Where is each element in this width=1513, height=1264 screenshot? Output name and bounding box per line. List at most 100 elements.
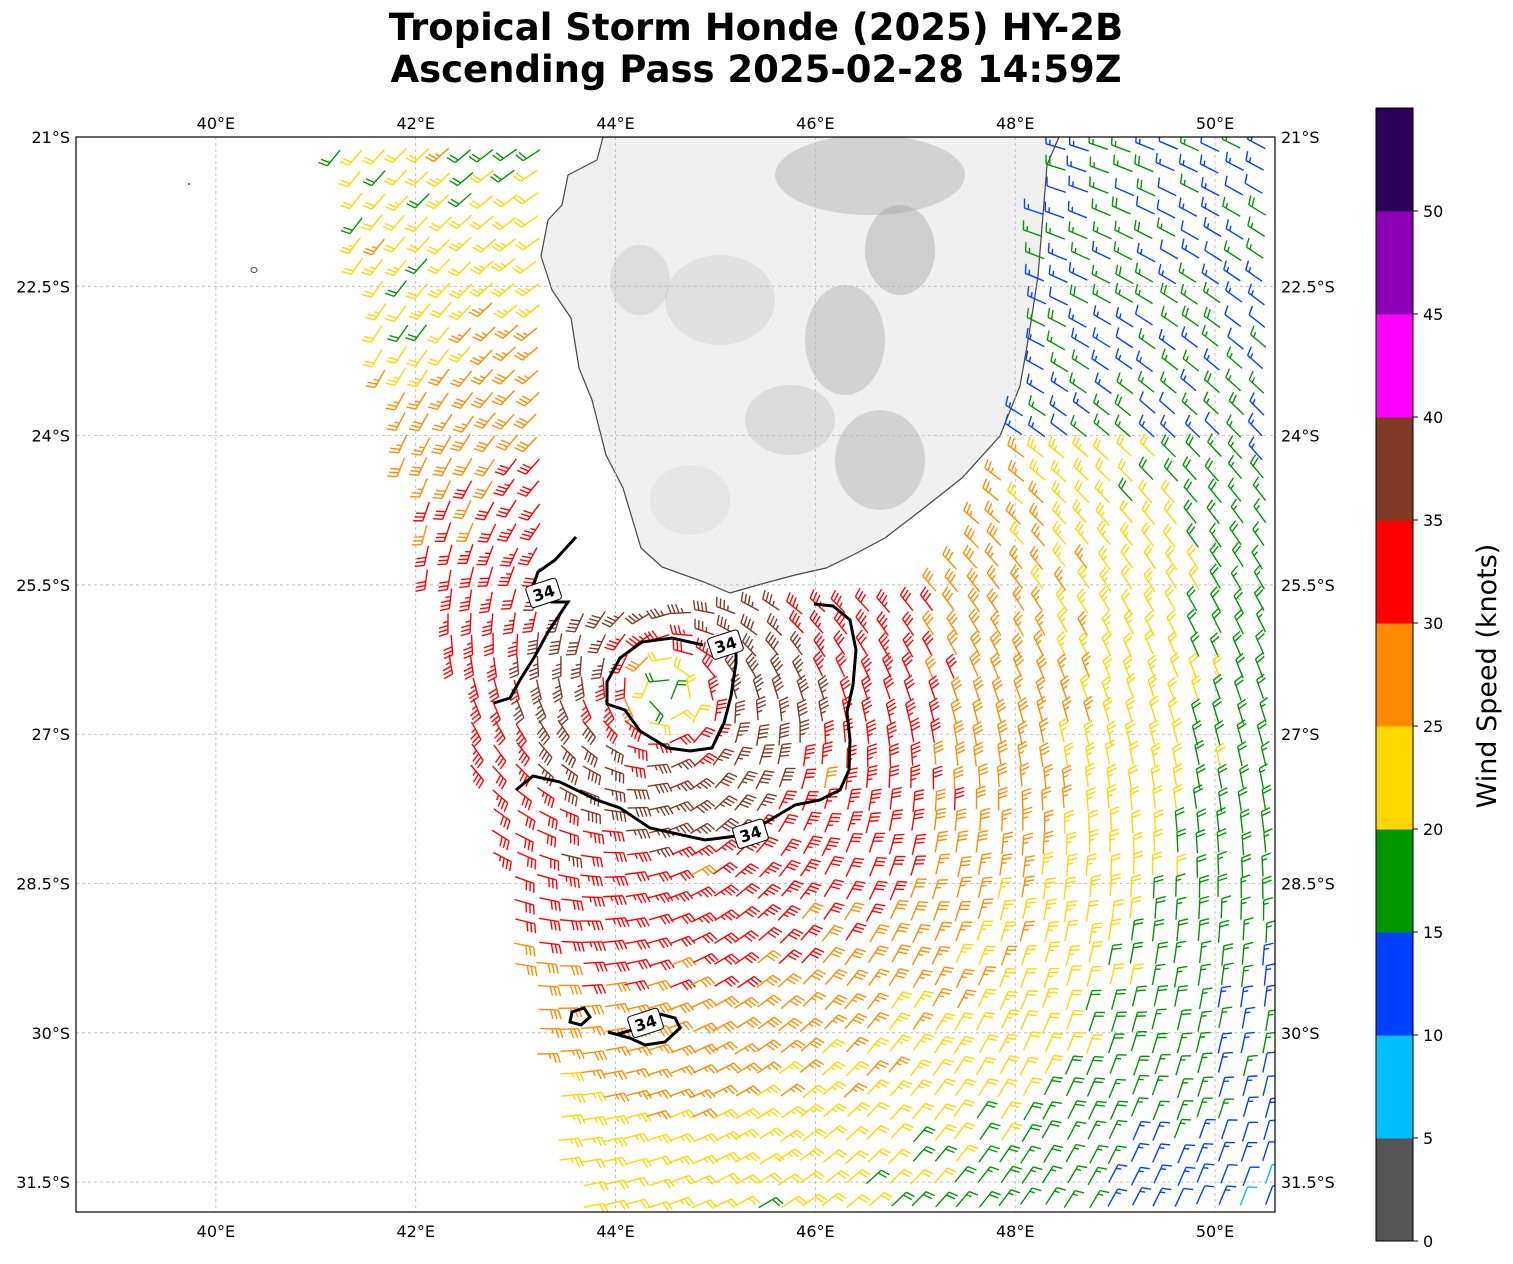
wind-barb: [1239, 808, 1250, 834]
wind-barb-feather: [1031, 401, 1035, 407]
wind-barb-feather: [1130, 789, 1140, 795]
wind-barb: [415, 569, 429, 592]
wind-barb-feather: [948, 613, 956, 622]
wind-barb-feather: [1114, 283, 1119, 293]
wind-barb-feather: [1068, 221, 1071, 231]
wind-barb-feather: [570, 675, 580, 680]
wind-barb: [1138, 479, 1153, 504]
wind-barb: [516, 742, 530, 767]
wind-barb-staff: [734, 703, 737, 724]
wind-barb-staff: [1217, 854, 1220, 875]
wind-barb-feather: [518, 516, 528, 521]
wind-barb: [382, 214, 405, 231]
wind-barb-feather: [495, 152, 505, 159]
wind-barb: [1225, 219, 1244, 240]
wind-barb: [413, 501, 431, 522]
wind-barb-feather: [946, 592, 954, 602]
wind-barb: [1056, 607, 1068, 633]
wind-barb-feather: [1039, 742, 1049, 748]
wind-barb: [1247, 412, 1263, 437]
wind-barb-feather: [518, 309, 528, 316]
wind-barb: [500, 589, 517, 610]
wind-barb-feather: [1203, 370, 1209, 380]
wind-barb-feather: [744, 593, 748, 604]
wind-barb-feather: [972, 675, 982, 683]
wind-barb-feather: [500, 780, 507, 790]
wind-barb-feather: [370, 266, 376, 270]
wind-barb-feather: [773, 660, 782, 669]
wind-barb-feather: [575, 921, 579, 931]
wind-barb-feather: [576, 942, 581, 952]
wind-barb: [979, 807, 991, 831]
wind-barb-feather: [1014, 574, 1020, 580]
wind-barb-feather: [593, 758, 598, 768]
wind-barb-feather: [883, 624, 888, 630]
wind-barb-feather: [529, 946, 532, 956]
wind-barb: [559, 965, 584, 976]
wind-barb-feather: [521, 555, 532, 559]
wind-barb-feather: [834, 879, 845, 883]
wind-barb-feather: [385, 407, 396, 411]
wind-barb-feather: [1246, 346, 1252, 356]
wind-barb-feather: [724, 888, 733, 896]
wind-barb-feather: [1203, 216, 1207, 227]
wind-barb-feather: [1114, 178, 1117, 188]
wind-barb: [910, 741, 921, 766]
wind-barb-feather: [471, 713, 480, 721]
wind-barb-feather: [668, 959, 675, 969]
wind-barb: [1191, 720, 1202, 746]
wind-barb-feather: [361, 339, 372, 343]
wind-barb: [1180, 220, 1200, 241]
wind-barb-feather: [700, 804, 709, 812]
wind-barb-feather: [678, 893, 686, 903]
wind-barb-feather: [404, 180, 414, 187]
wind-barb-feather: [637, 789, 642, 800]
wind-barb-feather: [814, 902, 824, 908]
wind-barb-feather: [1075, 437, 1080, 447]
wind-barb: [362, 280, 384, 298]
wind-barb-feather: [811, 927, 821, 933]
wind-barb-feather: [930, 717, 940, 724]
wind-barb-feather: [1186, 481, 1193, 491]
wind-barb-feather: [1072, 434, 1077, 444]
wind-barb-feather: [480, 602, 491, 606]
wind-barb: [1209, 522, 1222, 548]
wind-barb-feather: [1154, 918, 1165, 923]
wind-barb-feather: [998, 723, 1008, 730]
wind-barb-feather: [906, 617, 914, 627]
wind-barb-feather: [1211, 635, 1220, 644]
wind-barb-feather: [1056, 607, 1065, 616]
wind-barb-feather: [628, 615, 637, 623]
wind-barb-feather: [385, 292, 395, 298]
wind-barb: [473, 412, 496, 429]
wind-barb-feather: [1133, 220, 1137, 230]
wind-barb: [972, 675, 984, 702]
wind-barb: [1004, 414, 1023, 436]
wind-barb-feather: [637, 960, 644, 970]
wind-barb-feather: [493, 492, 503, 497]
wind-barb-feather: [1176, 873, 1186, 878]
wind-barb-feather: [683, 824, 691, 833]
wind-barb-feather: [1237, 741, 1247, 748]
wind-barb-feather: [636, 872, 642, 882]
wind-barb: [1019, 762, 1030, 787]
wind-barb-feather: [1103, 576, 1109, 582]
wind-barb-feather: [1223, 240, 1228, 250]
wind-barb-feather: [1167, 676, 1176, 684]
wind-barb-feather: [1036, 695, 1046, 703]
wind-barb-feather: [828, 766, 838, 770]
wind-barb-feather: [1167, 567, 1175, 576]
wind-barb-feather: [820, 645, 825, 651]
wind-barb: [1147, 673, 1158, 700]
wind-barb-feather: [472, 753, 480, 762]
wind-barb-feather: [961, 860, 971, 863]
wind-barb-feather: [527, 801, 533, 811]
wind-barb-feather: [954, 727, 964, 734]
wind-barb-feather: [786, 592, 791, 602]
wind-barb-feather: [1134, 304, 1139, 315]
wind-barb-feather: [766, 909, 776, 916]
wind-barb-feather: [387, 289, 397, 294]
wind-barb-staff: [581, 896, 602, 899]
wind-barb-feather: [810, 815, 820, 818]
wind-barb-feather: [980, 815, 990, 820]
